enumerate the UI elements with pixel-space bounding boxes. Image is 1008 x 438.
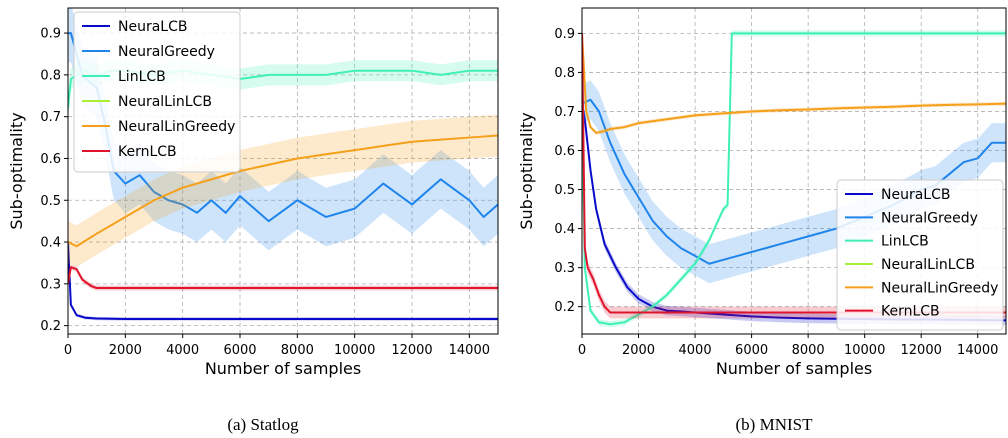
x-tick-label: 0 [578,343,586,358]
x-tick-label: 6000 [223,343,256,358]
y-tick-label: 0.6 [554,144,575,159]
axes-frame [67,7,499,335]
x-tick-label: 6000 [735,343,768,358]
series-band [68,264,498,291]
series-line [582,32,1006,326]
series-line [582,33,1006,134]
series-line [68,242,498,320]
x-tick-label: 12000 [901,343,942,358]
x-tick-label: 14000 [957,343,998,358]
chart-mnist: 0 2000 4000 6000 8000 10000 12000 14000 0.2 0.3 0.… [517,7,1007,434]
y-tick-label: 0.9 [554,27,575,42]
legend-label: NeuraLCB [118,19,187,35]
series-line [68,134,498,248]
legend-label: NeuralLinLCB [118,94,212,110]
legend-label: KernLCB [118,144,177,160]
series-band [68,240,498,321]
legend-label: NeuraLCB [881,187,950,203]
legend: NeuraLCB NeuralGreedy LinLCB NeuralLinLCB Ne… [836,179,1004,331]
y-tick-label: 0.2 [40,319,61,334]
chart-caption: (a) Statlog [227,415,299,434]
y-tick-label: 0.7 [40,110,61,125]
legend-label: LinLCB [881,234,929,250]
y-tick-label: 0.5 [554,183,575,198]
series-band [582,80,1006,284]
y-tick-label: 0.8 [40,68,61,83]
legend-label: NeuralGreedy [118,44,215,60]
series-line [582,33,1006,314]
x-tick-label: 10000 [334,343,375,358]
legend-label: KernLCB [881,304,940,320]
y-tick-label: 0.8 [554,66,575,81]
x-tick-label: 10000 [844,343,885,358]
y-tick-label: 0.9 [40,27,61,42]
x-axis-label: Number of samples [205,359,361,378]
plot-area [582,27,1006,328]
x-axis-label: Number of samples [716,359,872,378]
x-tick-label: 0 [64,343,72,358]
legend-label: NeuralLinLCB [881,257,975,273]
legend-label: LinLCB [118,69,166,85]
legend: NeuraLCB NeuralGreedy LinLCB NeuralLinLCB Ne… [73,11,241,173]
series-band [582,31,1006,135]
legend-label: NeuralLinGreedy [118,119,235,135]
legend-label: NeuralGreedy [881,210,978,226]
x-tick-label: 2000 [622,343,655,358]
legend-box [836,179,1004,331]
y-tick-label: 0.3 [40,277,61,292]
axes-frame [581,7,1007,335]
series-band [68,114,498,268]
x-tick-label: 2000 [109,343,142,358]
x-tick-label: 8000 [281,343,314,358]
x-tick-label: 4000 [679,343,712,358]
y-tick-label: 0.7 [554,105,575,120]
y-tick-label: 0.2 [554,300,575,315]
chart-caption: (b) MNIST [736,415,814,434]
y-axis-label: Sub-optimality [517,112,536,229]
x-tick-label: 14000 [449,343,490,358]
chart-statlog: 0 2000 4000 6000 8000 10000 12000 14000 0.2 0.3 0.… [7,7,499,434]
y-tick-label: 0.3 [554,261,575,276]
legend-box [73,11,241,173]
x-tick-label: 12000 [391,343,432,358]
y-tick-label: 0.5 [40,194,61,209]
series-line [68,266,498,290]
y-axis-label: Sub-optimality [7,112,26,229]
y-tick-label: 0.6 [40,152,61,167]
x-tick-label: 8000 [792,343,825,358]
x-tick-label: 4000 [166,343,199,358]
y-tick-label: 0.4 [40,236,61,251]
legend-label: NeuralLinGreedy [881,280,998,296]
y-tick-label: 0.4 [554,222,575,237]
